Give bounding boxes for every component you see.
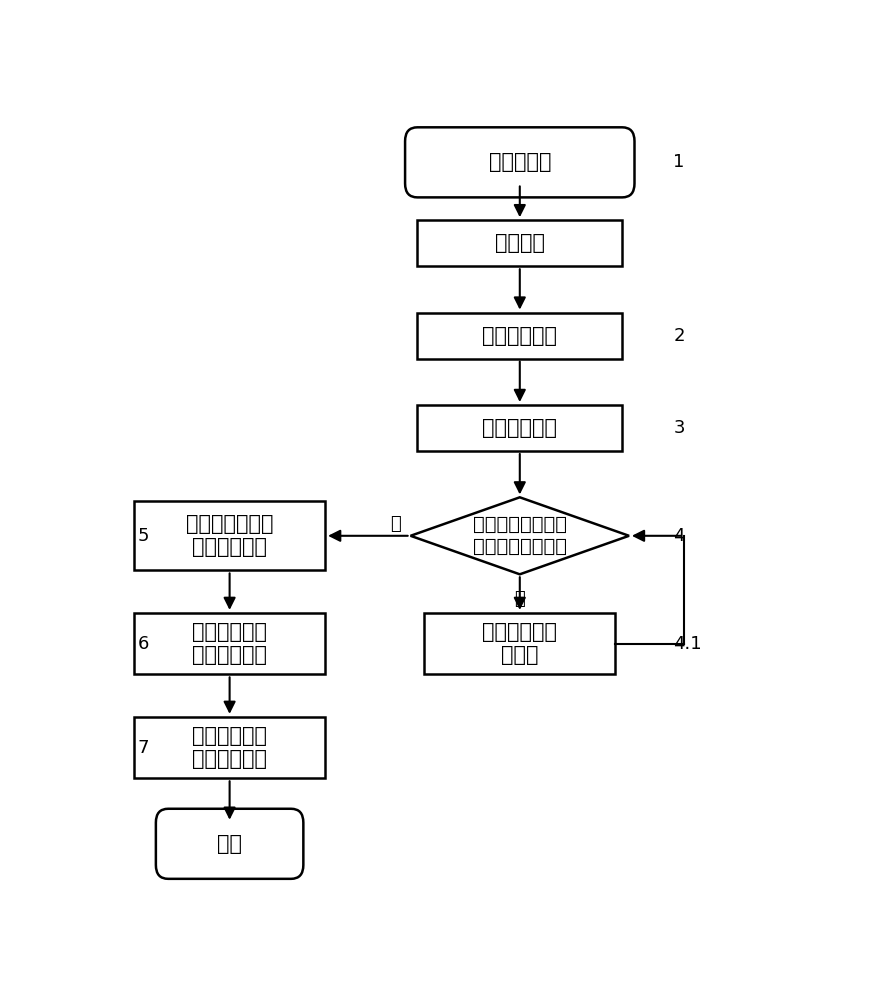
Text: 2: 2 xyxy=(673,327,685,345)
Text: 否: 否 xyxy=(515,590,525,608)
Text: 放置润滑油: 放置润滑油 xyxy=(489,152,551,172)
Text: 放大模块的输出
进行模数转换: 放大模块的输出 进行模数转换 xyxy=(186,514,273,557)
FancyBboxPatch shape xyxy=(405,127,634,197)
Bar xyxy=(418,405,622,451)
Text: 4.1: 4.1 xyxy=(673,635,702,653)
Text: 6: 6 xyxy=(137,635,149,653)
FancyBboxPatch shape xyxy=(156,809,303,879)
Text: 模数转换模块
不工作: 模数转换模块 不工作 xyxy=(482,622,558,665)
Text: 7: 7 xyxy=(137,739,149,757)
Text: 产生电压信号: 产生电压信号 xyxy=(482,418,558,438)
Bar xyxy=(424,613,615,674)
Text: 3: 3 xyxy=(673,419,685,437)
Text: 1: 1 xyxy=(673,153,685,171)
Text: 4: 4 xyxy=(673,527,685,545)
Bar xyxy=(418,220,622,266)
Text: 被测电容充电: 被测电容充电 xyxy=(482,326,558,346)
Text: 是: 是 xyxy=(390,515,401,533)
Polygon shape xyxy=(411,497,629,574)
Text: 判断被测电容电压
是否大于基准电压: 判断被测电容电压 是否大于基准电压 xyxy=(473,515,566,556)
Text: 5: 5 xyxy=(137,527,149,545)
Bar xyxy=(134,613,325,674)
Text: 结果与标准値
比较判断品质: 结果与标准値 比较判断品质 xyxy=(192,726,267,769)
Text: 系统放电: 系统放电 xyxy=(495,233,544,253)
Bar xyxy=(418,312,622,359)
Text: 计算被测电容
的容値并修正: 计算被测电容 的容値并修正 xyxy=(192,622,267,665)
Bar xyxy=(134,501,325,570)
Text: 结束: 结束 xyxy=(217,834,242,854)
Bar xyxy=(134,717,325,778)
